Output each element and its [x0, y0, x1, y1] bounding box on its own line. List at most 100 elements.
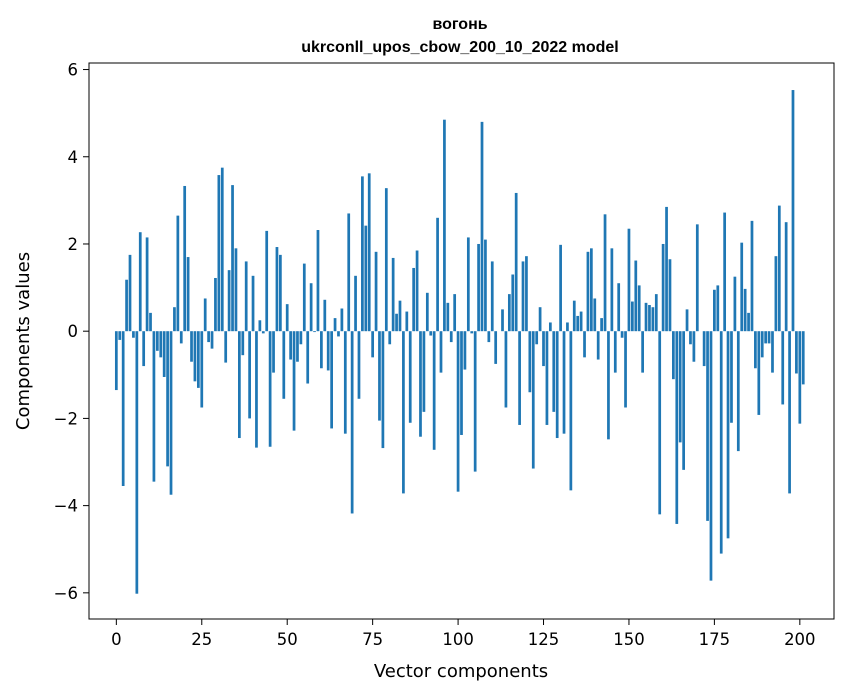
bar-101 [460, 331, 463, 435]
bar-44 [265, 230, 269, 332]
bar-6 [135, 331, 139, 594]
bar-118 [518, 331, 521, 425]
bar-46 [272, 331, 275, 373]
bar-42 [258, 320, 262, 332]
bar-200 [798, 331, 802, 424]
bar-116 [511, 274, 515, 332]
bar-183 [740, 242, 744, 332]
x-tick-label: 175 [699, 630, 731, 649]
y-tick-label: 0 [68, 322, 79, 341]
bar-75 [371, 331, 375, 358]
bar-99 [453, 294, 457, 332]
bar-134 [572, 300, 576, 332]
bar-182 [736, 331, 740, 452]
bar-161 [665, 206, 668, 332]
bar-163 [672, 331, 675, 380]
bar-39 [248, 331, 251, 419]
bar-57 [309, 283, 313, 332]
bar-82 [395, 313, 398, 332]
bar-85 [405, 311, 409, 332]
bar-133 [569, 331, 573, 491]
bar-87 [412, 267, 416, 332]
bar-135 [576, 315, 580, 332]
bar-125 [542, 331, 545, 367]
bar-77 [378, 331, 381, 421]
bar-141 [596, 331, 600, 360]
bar-33 [227, 270, 231, 332]
bar-36 [238, 331, 241, 439]
bar-9 [145, 237, 149, 332]
bar-132 [566, 322, 569, 332]
y-tick-label: 2 [68, 235, 79, 254]
bar-105 [473, 331, 477, 472]
bar-137 [583, 331, 586, 358]
bar-3 [125, 279, 128, 332]
bar-127 [548, 322, 552, 332]
bar-144 [607, 331, 610, 440]
bar-30 [217, 175, 221, 332]
x-tick-label: 100 [442, 630, 474, 649]
bar-138 [586, 251, 590, 332]
bar-155 [644, 302, 648, 332]
bar-172 [702, 331, 706, 367]
bar-100 [456, 331, 460, 492]
bar-120 [525, 256, 528, 332]
bar-175 [713, 289, 716, 332]
bar-108 [484, 239, 487, 332]
bar-96 [443, 119, 446, 332]
bar-177 [719, 331, 723, 554]
bar-184 [743, 288, 747, 332]
bar-97 [446, 302, 450, 332]
bar-89 [419, 331, 422, 437]
bar-162 [668, 259, 672, 332]
bar-169 [692, 331, 696, 362]
bar-50 [285, 304, 289, 332]
bar-68 [347, 213, 351, 332]
bar-131 [562, 331, 566, 434]
bar-193 [774, 256, 778, 332]
bar-61 [323, 299, 327, 332]
bar-47 [275, 247, 279, 332]
bar-194 [777, 205, 781, 332]
bar-72 [361, 176, 364, 332]
bar-124 [538, 307, 542, 332]
bar-49 [282, 331, 286, 399]
bar-71 [357, 331, 361, 399]
bar-104 [470, 331, 474, 334]
bar-53 [296, 331, 299, 362]
bar-27 [207, 331, 210, 343]
bar-192 [771, 331, 774, 373]
bar-191 [767, 331, 771, 344]
bar-54 [299, 331, 303, 345]
bar-123 [535, 331, 539, 345]
bar-195 [781, 331, 785, 405]
bar-43 [261, 331, 265, 334]
bar-154 [641, 331, 644, 373]
bar-119 [521, 261, 525, 332]
bar-38 [244, 261, 248, 332]
bar-149 [624, 331, 627, 408]
x-tick-label: 125 [528, 630, 560, 649]
bar-28 [210, 331, 214, 349]
bar-176 [716, 285, 720, 332]
bar-148 [620, 331, 624, 338]
bar-146 [613, 331, 617, 373]
bar-19 [179, 331, 183, 344]
x-tick-label: 50 [277, 630, 298, 649]
bar-151 [631, 301, 634, 332]
bar-143 [603, 214, 607, 332]
bar-98 [449, 331, 453, 343]
bar-65 [337, 331, 340, 337]
bar-55 [302, 263, 306, 332]
bar-167 [685, 309, 689, 332]
bar-92 [429, 331, 433, 336]
bar-136 [579, 311, 583, 332]
bar-94 [436, 217, 439, 332]
bar-117 [514, 192, 518, 332]
bar-113 [501, 309, 504, 332]
bar-129 [555, 331, 559, 439]
y-axis-label: Components values [13, 252, 34, 430]
bar-158 [654, 294, 658, 332]
bar-76 [374, 251, 378, 332]
